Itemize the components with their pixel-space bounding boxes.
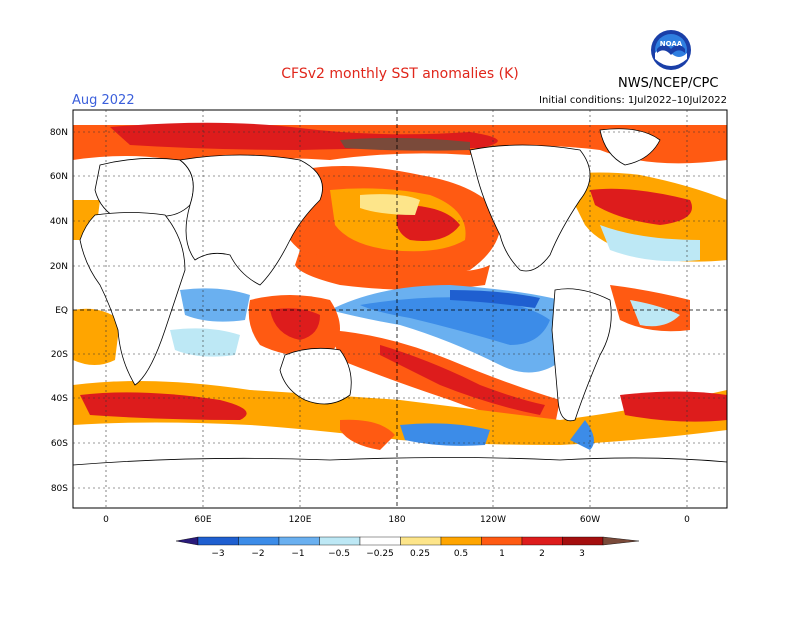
initial-conditions: Initial conditions: 1Jul2022–10Jul2022 — [539, 95, 727, 106]
lat-label: EQ — [55, 306, 68, 316]
colorbar-label: 2 — [539, 549, 545, 559]
colorbar-swatch — [238, 536, 280, 546]
equator-dateline — [73, 110, 727, 508]
colorbar-swatch — [319, 536, 361, 546]
map-title: CFSv2 monthly SST anomalies (K) — [281, 66, 519, 82]
colorbar-swatch — [197, 536, 239, 546]
colorbar-swatch — [400, 536, 442, 546]
agency-label: NWS/NCEP/CPC — [618, 76, 719, 91]
lat-label: 60N — [50, 172, 68, 182]
lat-label: 20S — [51, 350, 68, 360]
colorbar-label: −3 — [211, 549, 224, 559]
latitude-labels: 80N 60N 40N 20N EQ 20S 40S 60S 80S — [50, 128, 68, 494]
lat-label: 60S — [51, 439, 68, 449]
colorbar-swatch — [562, 536, 604, 546]
longitude-labels: 0 60E 120E 180 120W 60W 0 — [103, 515, 690, 525]
colorbar-swatch — [602, 536, 640, 546]
lon-label: 0 — [684, 515, 690, 525]
lon-label: 120W — [480, 515, 506, 525]
lon-label: 60E — [194, 515, 211, 525]
colorbar-swatch — [440, 536, 482, 546]
colorbar-labels: −3 −2 −1 −0.5 −0.25 0.25 0.5 1 2 3 — [211, 549, 585, 559]
colorbar-swatch — [278, 536, 320, 546]
lat-label: 80N — [50, 128, 68, 138]
map-frame — [72, 109, 728, 509]
lon-label: 0 — [103, 515, 109, 525]
colorbar — [175, 536, 640, 546]
noaa-logo-text: NOAA — [660, 40, 683, 48]
lat-label: 40N — [50, 217, 68, 227]
colorbar-label: 0.5 — [454, 549, 468, 559]
forecast-period: Aug 2022 — [72, 93, 135, 108]
colorbar-label: −2 — [251, 549, 264, 559]
lat-label: 80S — [51, 484, 68, 494]
colorbar-label: −0.5 — [328, 549, 350, 559]
noaa-logo: NOAA — [651, 30, 691, 70]
colorbar-swatch — [521, 536, 563, 546]
colorbar-label: −1 — [291, 549, 304, 559]
colorbar-swatch — [481, 536, 523, 546]
lon-label: 120E — [289, 515, 312, 525]
colorbar-label: 3 — [579, 549, 585, 559]
colorbar-label: −0.25 — [366, 549, 394, 559]
colorbar-label: 1 — [499, 549, 505, 559]
anomaly-field — [73, 110, 727, 508]
lat-label: 20N — [50, 262, 68, 272]
lon-label: 180 — [388, 515, 405, 525]
colorbar-label: 0.25 — [410, 549, 430, 559]
graticule — [73, 110, 727, 508]
colorbar-swatch — [175, 536, 199, 546]
lat-label: 40S — [51, 394, 68, 404]
colorbar-swatch — [359, 536, 401, 546]
lon-label: 60W — [580, 515, 600, 525]
